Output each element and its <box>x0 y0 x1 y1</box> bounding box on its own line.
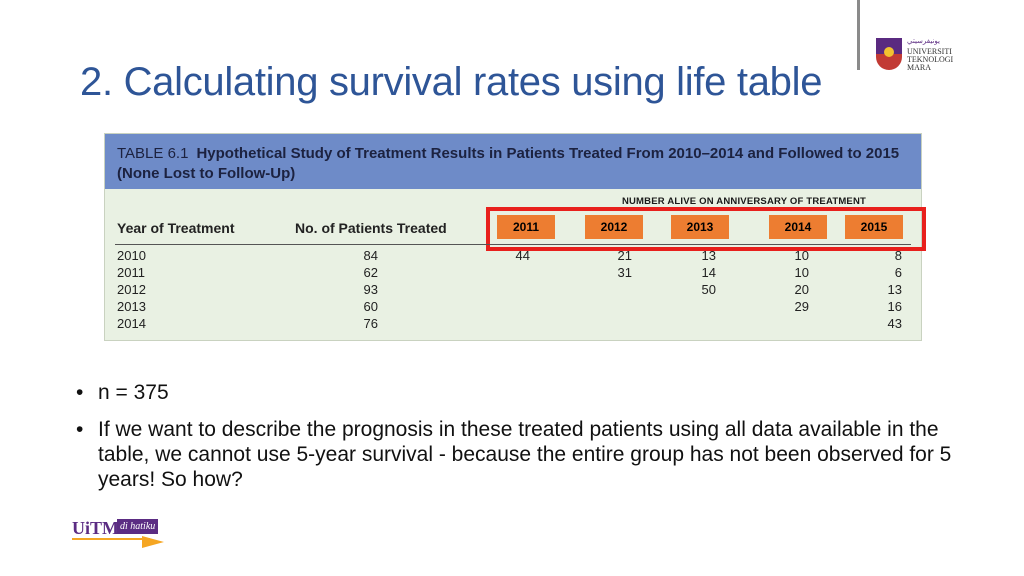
header-rule <box>115 244 911 245</box>
slide-title: 2. Calculating survival rates using life… <box>80 60 823 104</box>
bullet-dot-icon: • <box>76 418 84 441</box>
table-row: 2010 84 44 21 13 10 8 <box>105 248 921 265</box>
year-highlight-frame <box>486 207 926 251</box>
row-value-2012: 21 <box>617 248 632 263</box>
row-value-2014: 20 <box>794 282 809 297</box>
group-header: NUMBER ALIVE ON ANNIVERSARY OF TREATMENT <box>621 196 867 207</box>
bullet-item: • If we want to describe the prognosis i… <box>72 417 972 492</box>
row-value-2015: 8 <box>894 248 902 263</box>
table-row: 2013 60 29 16 <box>105 299 921 316</box>
row-value-2015: 16 <box>887 299 902 314</box>
row-value-2015: 13 <box>887 282 902 297</box>
footer-logo: UiTM di hatiku <box>72 516 167 548</box>
row-patients: 93 <box>363 282 378 297</box>
row-value-2013: 50 <box>701 282 716 297</box>
life-table-figure: TABLE 6.1 Hypothetical Study of Treatment… <box>104 133 926 341</box>
table-caption-bar: TABLE 6.1 Hypothetical Study of Treatment… <box>105 134 921 189</box>
footer-arrow-icon <box>142 536 164 548</box>
row-patients: 60 <box>363 299 378 314</box>
university-logo: ﻳﻮﻧﻴﻔﺮﺳﻴﺘﻲ UNIVERSITI TEKNOLOGI MARA <box>876 37 996 77</box>
row-year: 2011 <box>117 265 145 280</box>
row-value-2011: 44 <box>515 248 530 263</box>
year-header-2012: 2012 <box>585 215 643 239</box>
year-header-2015: 2015 <box>845 215 903 239</box>
table-row: 2011 62 31 14 10 6 <box>105 265 921 282</box>
table-caption-text: Hypothetical Study of Treatment Results … <box>117 145 900 182</box>
bullet-dot-icon: • <box>76 381 84 404</box>
row-year: 2013 <box>117 299 146 314</box>
footer-logo-tag: di hatiku <box>117 519 159 534</box>
row-patients: 62 <box>363 265 378 280</box>
row-patients: 76 <box>363 316 378 331</box>
year-header-2014: 2014 <box>769 215 827 239</box>
year-header-2011: 2011 <box>497 215 555 239</box>
row-year: 2014 <box>117 316 146 331</box>
col-header-patients: No. of Patients Treated <box>295 220 447 236</box>
bullet-text: If we want to describe the prognosis in … <box>98 418 952 491</box>
footer-logo-text: UiTM <box>72 518 119 538</box>
row-year: 2012 <box>117 282 146 297</box>
bullet-text: n = 375 <box>98 381 169 404</box>
footer-logo-underline <box>72 538 150 540</box>
logo-line-2: TEKNOLOGI <box>907 55 954 64</box>
row-value-2014: 10 <box>794 248 809 263</box>
logo-line-1: UNIVERSITI <box>907 47 952 56</box>
row-value-2013: 14 <box>701 265 716 280</box>
crest-icon <box>876 38 902 70</box>
table-row: 2014 76 43 <box>105 316 921 333</box>
row-value-2013: 13 <box>701 248 716 263</box>
bullet-list: • n = 375 • If we want to describe the p… <box>72 380 972 504</box>
row-year: 2010 <box>117 248 146 263</box>
row-patients: 84 <box>363 248 378 263</box>
table-row: 2012 93 50 20 13 <box>105 282 921 299</box>
table-caption: TABLE 6.1 Hypothetical Study of Treatment… <box>117 144 907 184</box>
row-value-2014: 10 <box>794 265 809 280</box>
logo-line-3: MARA <box>907 63 932 72</box>
year-header-2013: 2013 <box>671 215 729 239</box>
row-value-2015: 43 <box>887 316 902 331</box>
logo-jawi-text: ﻳﻮﻧﻴﻔﺮﺳﻴﺘﻲ <box>907 37 941 45</box>
table-number: TABLE 6.1 <box>117 145 189 162</box>
bullet-item: • n = 375 <box>72 380 972 405</box>
header-divider-line <box>857 0 860 70</box>
row-value-2014: 29 <box>794 299 809 314</box>
row-value-2012: 31 <box>617 265 632 280</box>
row-value-2015: 6 <box>894 265 902 280</box>
col-header-year: Year of Treatment <box>117 220 235 236</box>
